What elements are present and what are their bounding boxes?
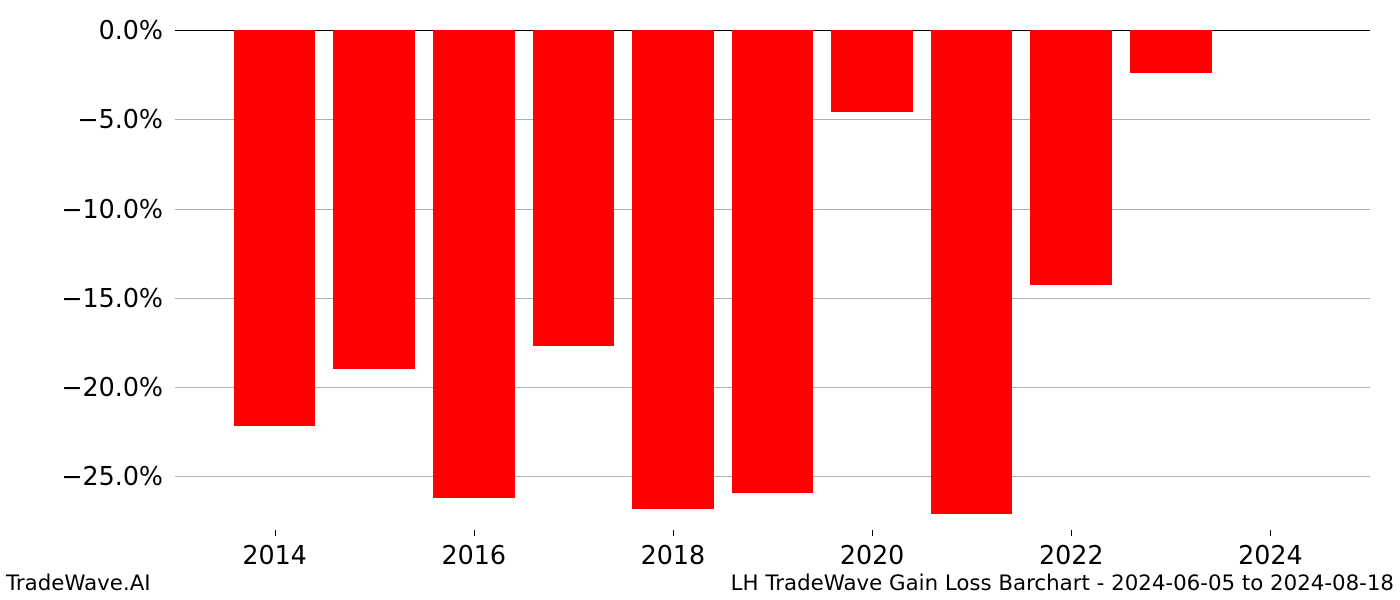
footer-left: TradeWave.AI	[6, 571, 151, 596]
bar	[732, 30, 814, 493]
y-tick-label: −5.0%	[77, 104, 163, 134]
y-tick-label: −10.0%	[61, 194, 163, 224]
bar	[632, 30, 714, 509]
bar	[234, 30, 316, 426]
x-tick-mark	[275, 530, 276, 536]
x-tick-mark	[872, 530, 873, 536]
x-tick-label: 2014	[242, 540, 306, 570]
x-tick-label: 2016	[442, 540, 506, 570]
x-tick-label: 2022	[1039, 540, 1103, 570]
x-tick-mark	[1071, 530, 1072, 536]
bar	[333, 30, 415, 369]
x-tick-mark	[474, 530, 475, 536]
bar	[1130, 30, 1212, 73]
plot-area: 0.0%−5.0%−10.0%−15.0%−20.0%−25.0%2014201…	[175, 30, 1370, 530]
x-tick-mark	[673, 530, 674, 536]
x-tick-label: 2018	[641, 540, 705, 570]
bar	[433, 30, 515, 498]
bar	[831, 30, 913, 112]
x-tick-mark	[1270, 530, 1271, 536]
bar	[931, 30, 1013, 514]
footer-right: LH TradeWave Gain Loss Barchart - 2024-0…	[731, 571, 1394, 596]
bar	[533, 30, 615, 346]
x-tick-label: 2024	[1238, 540, 1302, 570]
bar	[1030, 30, 1112, 285]
y-tick-label: −15.0%	[61, 283, 163, 313]
y-tick-label: −25.0%	[61, 461, 163, 491]
gain-loss-barchart: 0.0% −5.0% −10.0% −15.0% −20.0% −25.0% 2014 201…	[0, 0, 1400, 600]
y-tick-label: 0.0%	[99, 15, 163, 45]
y-tick-label: −20.0%	[61, 372, 163, 402]
x-tick-label: 2020	[840, 540, 904, 570]
